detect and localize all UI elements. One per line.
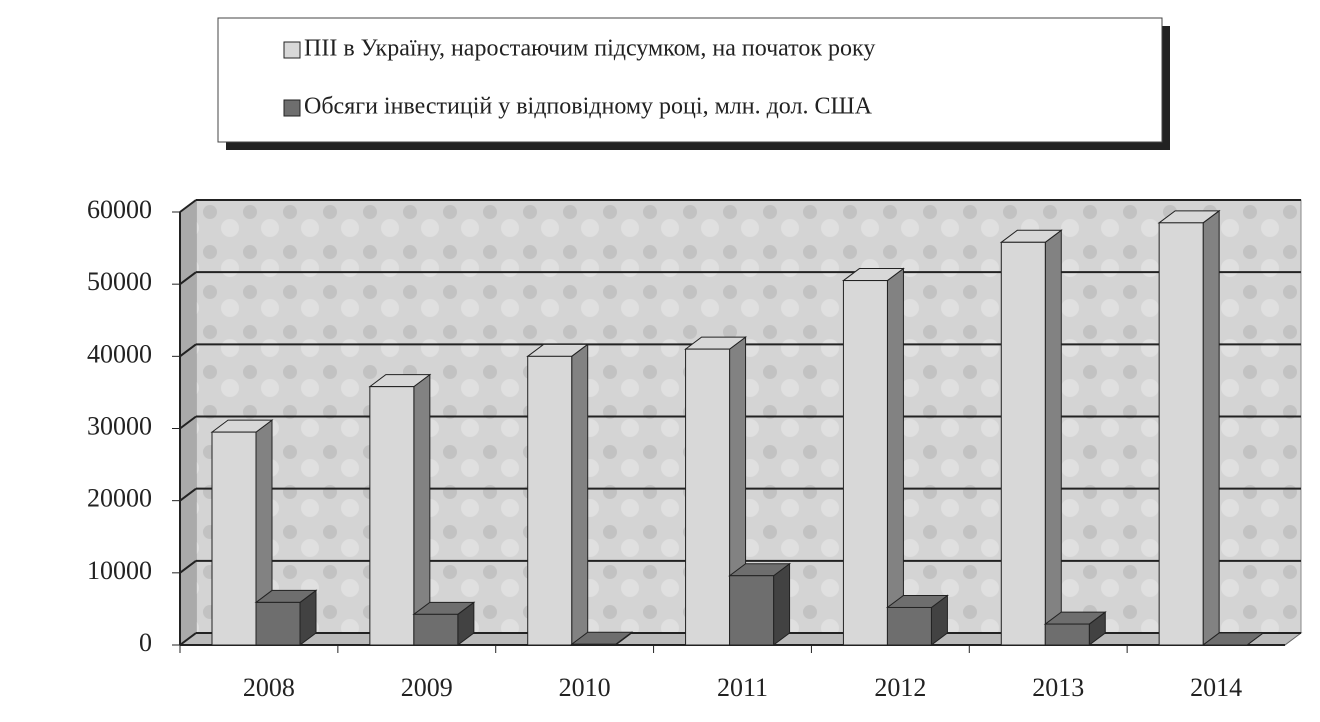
legend-swatch [283,99,301,117]
bar-face [842,280,888,646]
bar-face [1158,222,1204,646]
bar-face [1202,209,1220,646]
bar [570,631,634,646]
bar [1157,209,1221,646]
grid-line-side [179,415,197,430]
bar-face [1201,632,1265,646]
y-tick-label: 10000 [87,556,152,585]
bar-face [571,643,617,646]
bar-face [773,562,791,646]
bar [841,267,905,646]
bar [254,589,318,646]
legend-label: Обсяги інвестицій у відповідному році, м… [304,94,873,120]
bar-face [413,613,459,646]
bar-face [886,606,932,646]
x-tick-label: 2008 [243,673,295,702]
bar-face [369,386,415,646]
grid-line-side [179,560,197,574]
bar [684,336,748,646]
y-tick-label: 30000 [87,411,152,440]
bar [1201,632,1265,646]
grid-line-side [179,199,197,213]
grid-line-side [179,487,197,502]
y-tick-label: 0 [139,628,152,657]
x-tick-label: 2010 [559,673,611,702]
bar [368,373,432,646]
bar [885,594,949,646]
bar-face [685,348,731,646]
grid-line-side [179,271,197,285]
bar-face [211,431,257,646]
legend-box [217,17,1163,143]
y-tick-label: 40000 [87,339,152,368]
bar [999,229,1063,646]
bar [526,343,590,646]
y-tick-label: 60000 [87,195,152,224]
bar-face [571,343,589,646]
grid-line-side [179,343,197,358]
bar [412,601,476,646]
x-tick-label: 2013 [1032,673,1084,702]
legend-swatch [283,41,301,59]
x-tick-label: 2011 [717,673,768,702]
bar-face [886,267,904,646]
bar-face [1000,241,1046,646]
x-tick-label: 2014 [1190,673,1242,702]
x-tick-label: 2012 [874,673,926,702]
bar-face [255,601,301,646]
grid-line-side [179,632,197,646]
x-tick-label: 2009 [401,673,453,702]
bar [210,419,274,646]
bar-face [1044,229,1062,646]
bar-face [1044,623,1090,646]
bar-face [527,355,573,646]
y-tick-label: 20000 [87,484,152,513]
bar [1043,611,1107,646]
legend-label: ПІІ в Україну, наростаючим підсумком, на… [304,36,875,62]
y-tick-label: 50000 [87,267,152,296]
bar-face [729,575,775,646]
bar [728,562,792,646]
